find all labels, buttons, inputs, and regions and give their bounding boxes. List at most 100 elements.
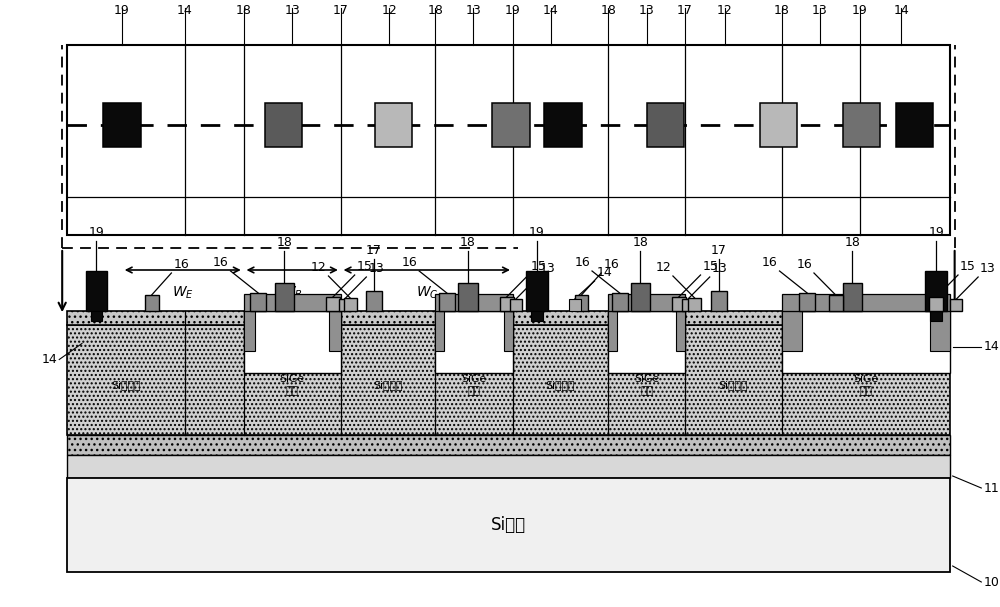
Text: 13: 13 [980,262,996,275]
Text: 13: 13 [540,262,555,275]
Text: 12: 12 [655,261,671,274]
Text: 14: 14 [893,4,909,17]
Bar [375,103,412,147]
Text: 15: 15 [357,260,373,273]
Bar [843,103,880,147]
Bar [930,311,950,351]
Bar [672,297,686,311]
Bar [435,311,444,351]
Bar [569,299,581,311]
Text: 19: 19 [114,4,130,17]
Bar [275,283,294,311]
Text: 15: 15 [530,260,546,273]
Bar [244,311,255,351]
Bar [782,294,950,311]
Bar [339,299,351,311]
Text: 14: 14 [983,340,999,353]
Text: 18: 18 [774,4,790,17]
Text: 16: 16 [574,256,590,269]
Text: 12: 12 [381,4,397,17]
Text: 18: 18 [236,4,252,17]
Bar [782,311,802,351]
Bar [631,283,650,311]
Bar [929,297,943,311]
Bar [67,45,950,235]
Bar [492,103,530,147]
Text: Si发射区: Si发射区 [546,380,575,390]
Text: $W_C$: $W_C$ [416,285,438,302]
Text: 11: 11 [983,481,999,495]
Text: Si集电区: Si集电区 [719,380,748,390]
Text: 12: 12 [717,4,733,17]
Bar [326,297,340,311]
Text: 14: 14 [177,4,192,17]
Bar [925,271,947,311]
Bar [930,311,942,321]
Text: 13: 13 [284,4,300,17]
Bar [688,298,701,311]
Bar [435,311,513,373]
Bar [608,311,617,351]
Bar [526,271,548,311]
Text: 13: 13 [465,4,481,17]
Bar [950,299,962,311]
Bar [544,103,582,147]
Bar [67,325,950,435]
Text: 17: 17 [677,4,693,17]
Text: 18: 18 [460,236,476,249]
Text: $W_B$: $W_B$ [281,285,303,302]
Bar [531,311,543,321]
Text: 19: 19 [852,4,868,17]
Bar [67,455,950,478]
Bar [782,311,950,373]
Text: 13: 13 [812,4,828,17]
Bar [366,291,382,311]
Text: 14: 14 [42,353,57,366]
Bar [344,298,357,311]
Text: 13: 13 [639,4,655,17]
Bar [608,311,685,373]
Bar [682,299,694,311]
Text: 18: 18 [845,236,860,249]
Text: Si发射区: Si发射区 [111,380,141,390]
Text: 19: 19 [505,4,521,17]
Text: SiGe
基区: SiGe 基区 [853,374,878,396]
Text: 17: 17 [711,244,727,257]
Text: 14: 14 [543,4,559,17]
Bar [103,103,141,147]
Bar [439,293,455,311]
Text: 18: 18 [632,236,648,249]
Bar [504,311,513,351]
Text: 15: 15 [702,260,718,273]
Text: SiGe
基区: SiGe 基区 [461,374,487,396]
Text: 18: 18 [600,4,616,17]
Text: 19: 19 [928,226,944,239]
Bar [145,295,159,311]
Text: 18: 18 [427,4,443,17]
Text: Si集电区: Si集电区 [373,380,403,390]
Bar [829,295,843,311]
Text: 19: 19 [529,226,545,239]
Text: 13: 13 [712,262,727,275]
Text: 17: 17 [333,4,349,17]
Text: 16: 16 [762,256,778,269]
Text: 16: 16 [796,258,812,271]
Text: $W_E$: $W_E$ [172,285,194,302]
Text: 13: 13 [368,262,384,275]
Bar [711,291,727,311]
Text: 15: 15 [960,260,976,273]
Bar [329,311,341,351]
Bar [843,283,862,311]
Bar [575,295,588,311]
Bar [244,311,341,373]
Text: 14: 14 [597,266,612,279]
Text: 16: 16 [173,258,189,271]
Bar [67,311,950,325]
Text: 19: 19 [89,226,104,239]
Bar [896,103,933,147]
Text: 10: 10 [983,575,999,589]
Bar [67,435,950,455]
Bar [612,293,628,311]
Bar [435,294,513,311]
Bar [500,297,514,311]
